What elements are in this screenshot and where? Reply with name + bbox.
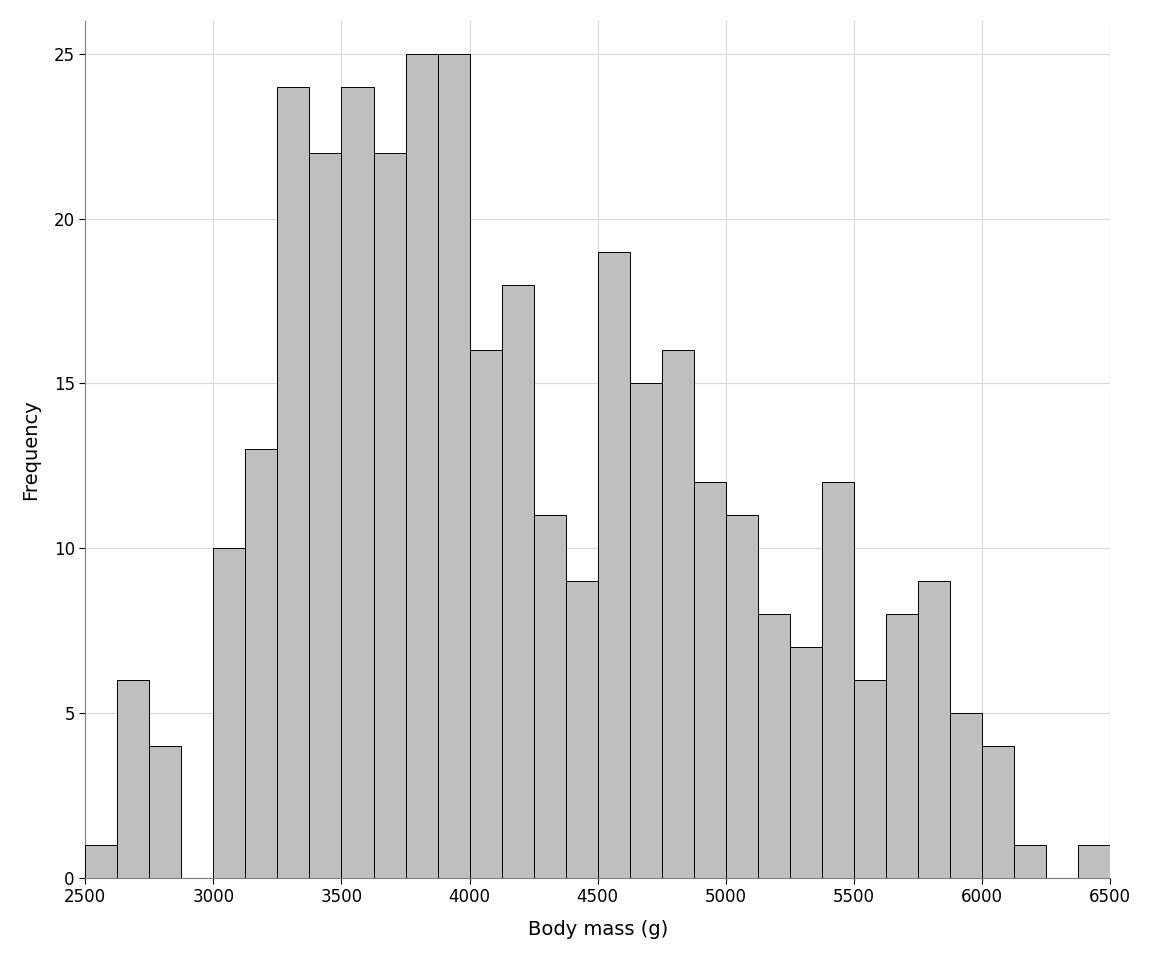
Bar bbox=[501, 284, 533, 877]
Bar bbox=[566, 581, 598, 877]
Bar bbox=[85, 845, 118, 877]
Bar bbox=[886, 614, 918, 877]
Bar bbox=[438, 54, 470, 877]
Bar bbox=[598, 252, 630, 877]
Bar bbox=[950, 713, 982, 877]
Bar bbox=[278, 86, 310, 877]
X-axis label: Body mass (g): Body mass (g) bbox=[528, 921, 668, 939]
Bar bbox=[406, 54, 438, 877]
Bar bbox=[694, 482, 726, 877]
Bar bbox=[1014, 845, 1046, 877]
Bar bbox=[726, 516, 758, 877]
Bar bbox=[341, 86, 373, 877]
Bar bbox=[821, 482, 854, 877]
Bar bbox=[1078, 845, 1111, 877]
Bar bbox=[310, 153, 341, 877]
Bar bbox=[630, 383, 661, 877]
Bar bbox=[150, 746, 181, 877]
Bar bbox=[470, 350, 501, 877]
Bar bbox=[245, 449, 278, 877]
Bar bbox=[118, 680, 150, 877]
Bar bbox=[854, 680, 886, 877]
Bar bbox=[213, 548, 245, 877]
Bar bbox=[533, 516, 566, 877]
Y-axis label: Frequency: Frequency bbox=[21, 399, 40, 500]
Bar bbox=[918, 581, 950, 877]
Bar bbox=[982, 746, 1014, 877]
Bar bbox=[758, 614, 790, 877]
Bar bbox=[790, 647, 821, 877]
Bar bbox=[661, 350, 694, 877]
Bar bbox=[373, 153, 406, 877]
